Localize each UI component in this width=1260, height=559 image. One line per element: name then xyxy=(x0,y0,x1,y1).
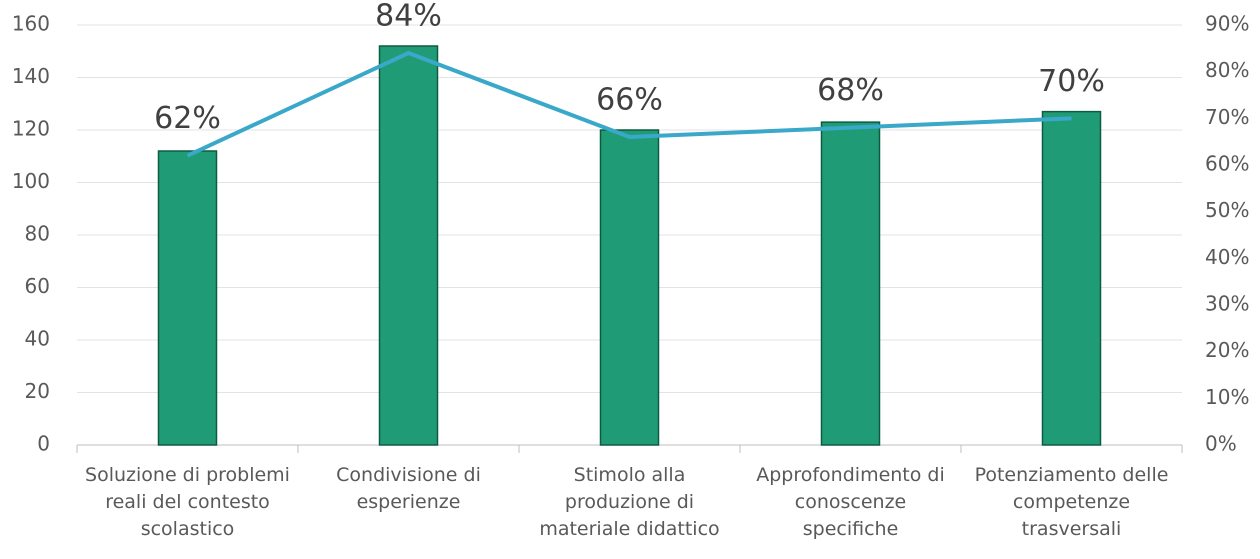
bar xyxy=(820,121,881,446)
y2-tick-label: 20% xyxy=(1205,338,1249,362)
x-tick-label: Potenziamento delle competenze trasversa… xyxy=(974,464,1169,540)
data-label: 62% xyxy=(154,101,221,136)
y2-tick-label: 30% xyxy=(1205,292,1249,316)
x-tick-label: Stimolo alla produzione di materiale did… xyxy=(539,464,720,540)
x-tick-label: Condivisione di esperienze xyxy=(336,464,481,513)
y2-tick-label: 80% xyxy=(1205,58,1249,82)
y2-tick-label: 10% xyxy=(1205,385,1249,409)
y-tick-label: 120 xyxy=(12,117,50,141)
y2-tick-label: 40% xyxy=(1205,245,1249,269)
y-tick-label: 160 xyxy=(12,12,50,36)
bar xyxy=(599,129,660,446)
y-tick-label: 80 xyxy=(25,222,50,246)
y2-tick-label: 50% xyxy=(1205,198,1249,222)
y-tick-label: 140 xyxy=(12,64,50,88)
bar xyxy=(1041,110,1102,446)
bar xyxy=(378,45,439,446)
y-tick-label: 0 xyxy=(37,432,50,456)
data-label: 66% xyxy=(596,83,663,118)
data-label: 84% xyxy=(375,0,442,34)
y2-tick-label: 0% xyxy=(1205,432,1237,456)
x-tick-label: Approfondimento di conoscenze specifiche xyxy=(756,464,945,540)
y-tick-label: 100 xyxy=(12,169,50,193)
data-label: 70% xyxy=(1038,64,1105,99)
y2-tick-label: 90% xyxy=(1205,12,1249,36)
y-tick-label: 60 xyxy=(25,274,50,298)
data-label: 68% xyxy=(817,73,884,108)
x-tick-label: Soluzione di problemi reali del contesto… xyxy=(85,464,290,540)
y2-tick-label: 60% xyxy=(1205,152,1249,176)
bar xyxy=(157,150,218,446)
y2-tick-label: 70% xyxy=(1205,105,1249,129)
y-tick-label: 40 xyxy=(25,327,50,351)
y-tick-label: 20 xyxy=(25,379,50,403)
line xyxy=(186,51,1072,158)
